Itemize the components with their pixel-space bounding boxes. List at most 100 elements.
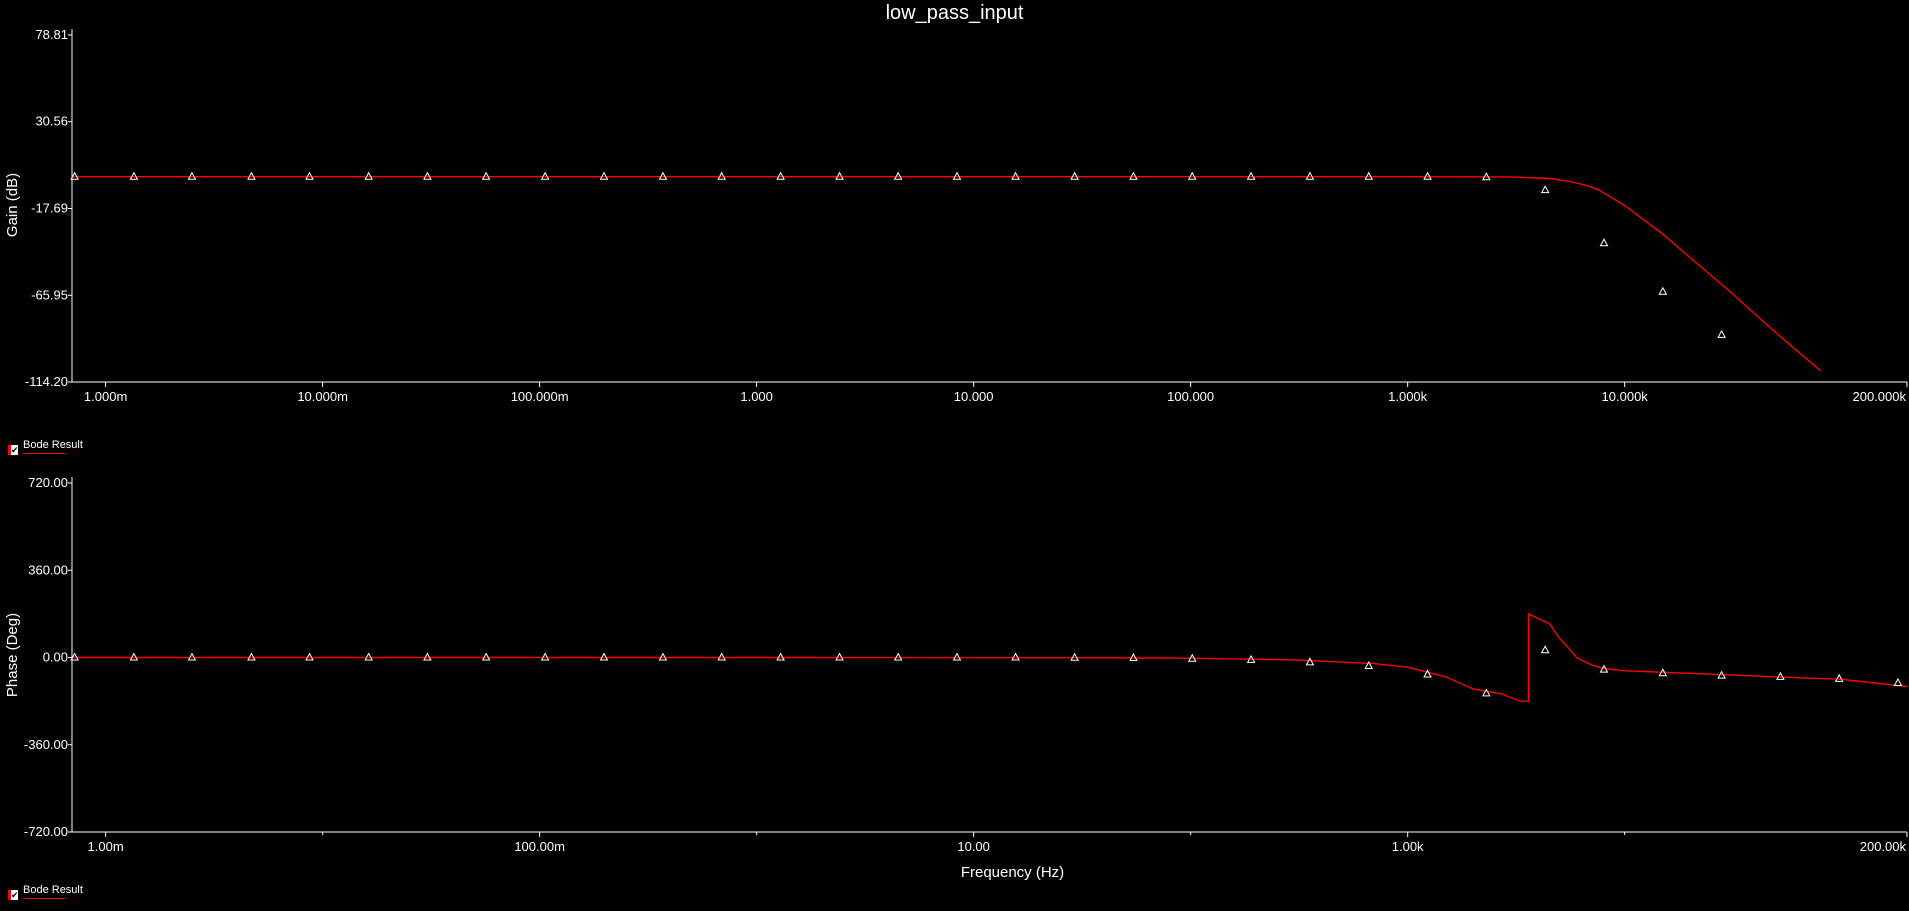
series-line (72, 175, 1822, 372)
data-marker (835, 652, 844, 661)
data-marker (187, 652, 197, 661)
y-tick-label: 360.00 (28, 562, 68, 577)
data-marker (364, 652, 374, 661)
x-tick-label: 200.000k (1853, 389, 1907, 404)
legend-label: Bode Result (23, 439, 83, 451)
data-marker (1364, 660, 1374, 669)
x-tick-label: 10.000k (1602, 389, 1649, 404)
data-marker (1482, 688, 1491, 697)
data-marker (187, 171, 197, 180)
data-marker (835, 171, 844, 180)
y-tick-label: -17.69 (31, 200, 68, 215)
data-marker (717, 171, 727, 180)
data-marker (776, 652, 785, 661)
y-axis-label: Phase (Deg) (4, 613, 21, 697)
data-marker (599, 171, 609, 180)
data-marker (893, 171, 903, 180)
data-marker (1011, 652, 1020, 661)
legend-swatch (23, 453, 65, 454)
x-tick-label: 1.000m (84, 389, 127, 404)
y-tick-label: -720.00 (24, 824, 68, 839)
data-marker (540, 171, 550, 180)
data-marker (1070, 652, 1079, 661)
series-line (72, 612, 1907, 702)
legend-label: Bode Result (23, 884, 83, 896)
x-tick-label: 100.00m (514, 839, 565, 854)
data-marker (893, 652, 903, 661)
y-tick-label: -65.95 (31, 287, 68, 302)
data-marker (481, 652, 491, 661)
x-tick-label: 10.000 (954, 389, 994, 404)
data-marker (129, 652, 139, 661)
legend-checkbox[interactable]: ✔ (8, 890, 19, 900)
data-marker (1834, 673, 1844, 682)
x-tick-label: 1.000 (740, 389, 773, 404)
data-marker (1482, 172, 1491, 181)
data-marker (1540, 645, 1550, 654)
phase-chart: 720.00 360.00 0.00 -360.00 -720.00 1.00m 100.0… (4, 475, 1908, 881)
x-tick-label: 100.000m (511, 389, 569, 404)
data-marker (1246, 171, 1256, 180)
data-marker (129, 171, 139, 180)
data-marker (1187, 171, 1197, 180)
data-marker (540, 652, 550, 661)
data-marker (481, 171, 491, 180)
data-marker (70, 652, 79, 661)
data-marker (776, 171, 785, 180)
x-tick-label: 200.00k (1860, 839, 1907, 854)
y-tick-label: 78.81 (35, 27, 68, 42)
data-marker (1717, 670, 1726, 679)
y-axis-label: Gain (dB) (4, 173, 21, 237)
data-marker (1070, 171, 1079, 180)
data-marker (717, 652, 727, 661)
data-marker (1599, 664, 1609, 673)
x-tick-label: 1.00k (1392, 839, 1424, 854)
y-tick-label: -360.00 (24, 737, 68, 752)
data-marker (1423, 171, 1432, 180)
legend-checkbox[interactable]: ✔ (8, 445, 19, 455)
chart-title: low_pass_input (885, 2, 1024, 24)
data-marker (599, 652, 609, 661)
legend-swatch (23, 898, 65, 899)
x-tick-label: 10.000m (297, 389, 348, 404)
data-marker (1893, 677, 1903, 686)
data-marker (305, 652, 314, 661)
data-marker (1187, 653, 1197, 662)
data-marker (1305, 657, 1315, 666)
data-marker (1423, 669, 1432, 678)
data-marker (423, 171, 432, 180)
y-tick-label: 0.00 (43, 650, 68, 665)
x-tick-label: 100.000 (1167, 389, 1214, 404)
data-marker (1364, 171, 1374, 180)
x-axis-label: Frequency (Hz) (961, 864, 1064, 881)
data-marker (1011, 171, 1020, 180)
data-marker (658, 652, 668, 661)
gain-chart: 78.81 30.56 -17.69 -65.95 -114.20 1.000m 10.00… (4, 27, 1908, 404)
data-marker (423, 652, 432, 661)
data-marker (1246, 654, 1256, 663)
data-marker (247, 652, 256, 661)
data-marker (952, 652, 962, 661)
y-tick-label: 30.56 (35, 114, 68, 129)
data-marker (658, 171, 668, 180)
data-marker (364, 171, 374, 180)
data-marker (952, 171, 962, 180)
data-marker (70, 171, 79, 180)
data-marker (1599, 238, 1609, 247)
data-marker (1776, 671, 1785, 680)
y-tick-label: -114.20 (25, 374, 68, 389)
data-marker (1658, 286, 1668, 295)
x-tick-label: 1.00m (88, 839, 124, 854)
x-tick-label: 10.00 (957, 839, 990, 854)
y-tick-label: 720.00 (28, 475, 68, 490)
data-marker (1129, 171, 1138, 180)
data-marker (247, 171, 256, 180)
data-marker (305, 171, 314, 180)
x-tick-label: 1.000k (1388, 389, 1428, 404)
data-marker (1658, 668, 1668, 677)
data-marker (1540, 185, 1550, 194)
data-marker (1305, 171, 1315, 180)
data-marker (1129, 652, 1138, 661)
data-marker (1717, 329, 1726, 338)
